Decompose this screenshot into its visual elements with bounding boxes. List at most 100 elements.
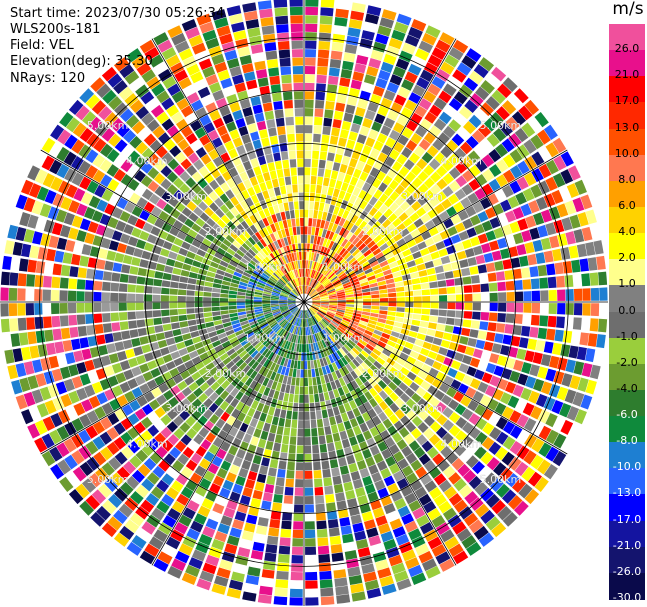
velocity-gate	[287, 300, 296, 302]
velocity-gate	[165, 54, 181, 68]
velocity-gate	[376, 276, 386, 283]
velocity-gate	[545, 446, 559, 462]
velocity-gate	[248, 317, 257, 323]
velocity-gate	[491, 66, 507, 82]
velocity-gate	[467, 150, 481, 164]
velocity-gate	[299, 217, 304, 227]
velocity-gate	[305, 597, 319, 606]
velocity-gate	[391, 29, 406, 42]
velocity-gate	[178, 48, 194, 61]
velocity-gate	[406, 223, 417, 233]
velocity-gate	[36, 186, 49, 201]
velocity-gate	[191, 492, 204, 505]
velocity-gate	[475, 159, 488, 173]
velocity-gate	[464, 302, 473, 311]
velocity-gate	[119, 381, 131, 394]
velocity-gate	[280, 383, 287, 393]
velocity-gate	[133, 248, 144, 258]
velocity-gate	[368, 535, 382, 547]
velocity-gate	[341, 279, 350, 285]
velocity-gate	[129, 399, 141, 412]
velocity-gate	[419, 69, 434, 83]
velocity-gate	[272, 261, 280, 270]
velocity-gate	[351, 591, 366, 602]
velocity-gate	[55, 381, 68, 395]
velocity-gate	[270, 300, 279, 302]
velocity-gate	[249, 417, 259, 428]
velocity-gate	[206, 271, 216, 278]
velocity-gate	[211, 583, 227, 595]
velocity-gate	[220, 182, 230, 193]
velocity-gate	[316, 74, 327, 84]
velocity-gate	[314, 351, 319, 360]
velocity-gate	[495, 174, 508, 188]
velocity-gate	[367, 323, 376, 329]
velocity-gate	[324, 347, 331, 356]
velocity-gate	[171, 480, 184, 493]
velocity-gate	[197, 178, 208, 189]
velocity-gate	[188, 350, 199, 359]
velocity-gate	[557, 289, 566, 301]
velocity-gate	[351, 317, 360, 323]
velocity-gate	[363, 192, 373, 203]
velocity-gate	[396, 578, 412, 591]
velocity-gate	[280, 409, 287, 419]
velocity-gate	[221, 318, 231, 324]
velocity-gate	[190, 452, 203, 465]
velocity-gate	[228, 426, 239, 437]
velocity-gate	[396, 357, 406, 366]
velocity-gate	[239, 152, 249, 163]
velocity-gate	[358, 220, 368, 230]
velocity-gate	[295, 269, 299, 278]
velocity-gate	[488, 312, 498, 322]
velocity-gate	[220, 306, 229, 311]
velocity-gate	[267, 319, 276, 325]
velocity-gate	[248, 506, 260, 517]
velocity-gate	[140, 161, 153, 174]
velocity-gate	[327, 75, 339, 85]
velocity-gate	[161, 493, 175, 507]
velocity-gate	[310, 278, 315, 287]
velocity-gate	[322, 279, 330, 286]
velocity-gate	[308, 308, 315, 316]
azimuth-spoke	[303, 301, 457, 566]
velocity-gate	[315, 193, 321, 202]
velocity-gate	[51, 368, 63, 382]
velocity-gate	[250, 131, 260, 142]
velocity-gate	[236, 371, 246, 381]
velocity-gate	[173, 415, 185, 427]
velocity-gate	[263, 207, 271, 217]
velocity-gate	[346, 212, 355, 222]
velocity-gate	[359, 125, 370, 137]
velocity-gate	[102, 499, 117, 515]
velocity-gate	[262, 217, 270, 227]
velocity-gate	[392, 122, 405, 134]
velocity-gate	[427, 350, 438, 360]
colorbar-swatch	[609, 233, 645, 260]
velocity-gate	[339, 336, 348, 344]
velocity-gate	[244, 329, 253, 336]
velocity-gate	[246, 290, 255, 294]
velocity-gate	[567, 165, 581, 181]
velocity-gate	[538, 442, 552, 458]
velocity-gate	[288, 253, 293, 262]
velocity-gate	[434, 330, 444, 339]
velocity-gate	[186, 344, 196, 353]
velocity-gate	[232, 419, 243, 430]
velocity-gate	[416, 333, 426, 341]
velocity-gate	[552, 416, 566, 432]
velocity-gate	[194, 254, 204, 263]
velocity-gate	[545, 222, 557, 236]
velocity-gate	[505, 313, 515, 324]
velocity-gate	[318, 562, 332, 572]
velocity-gate	[253, 212, 262, 222]
velocity-gate	[134, 183, 147, 196]
velocity-gate	[318, 32, 332, 42]
velocity-gate	[527, 253, 537, 266]
velocity-gate	[289, 244, 294, 253]
velocity-gate	[156, 198, 167, 210]
velocity-gate	[441, 198, 452, 210]
velocity-gate	[314, 271, 320, 280]
velocity-gate	[129, 99, 144, 113]
velocity-gate	[319, 151, 328, 161]
